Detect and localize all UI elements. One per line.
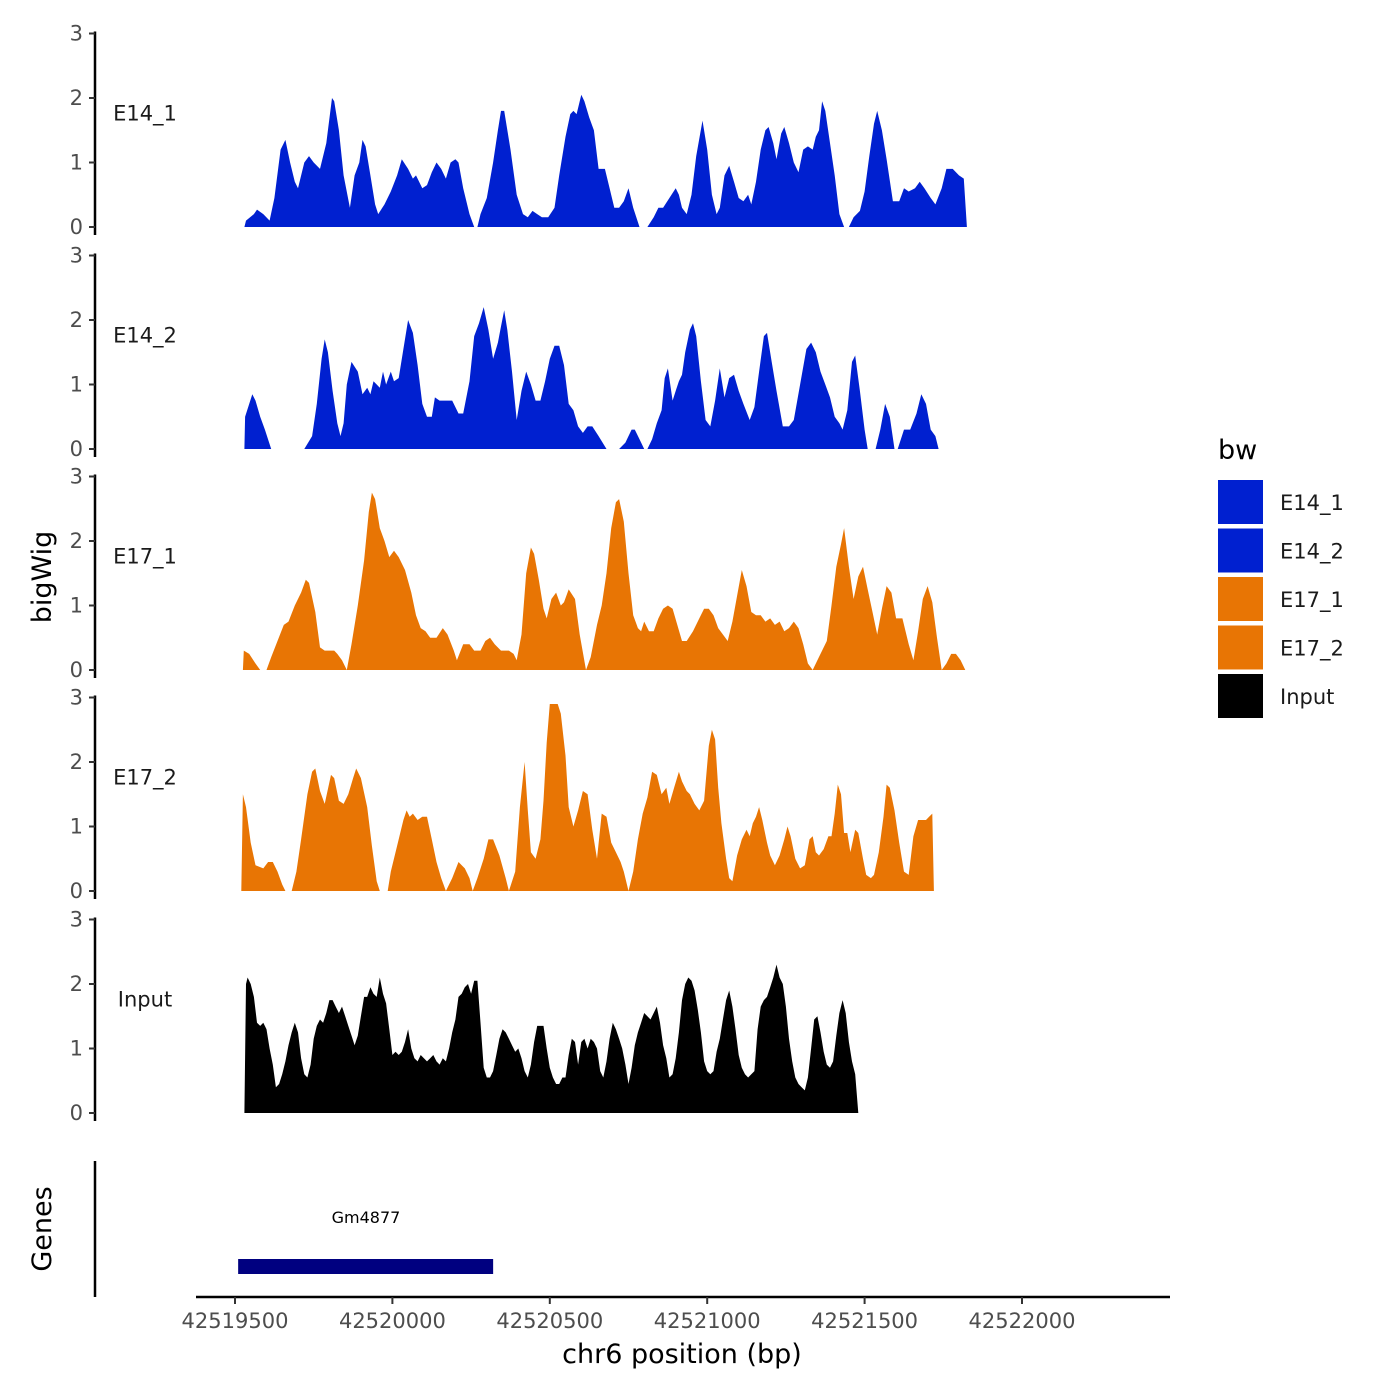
y-tick-label: 3 xyxy=(70,244,83,268)
legend-label: E17_1 xyxy=(1280,588,1344,613)
legend-item-e17-1: E17_1 xyxy=(1218,577,1344,621)
track-input: 0 1 2 3 Input xyxy=(70,908,859,1125)
y-tick-label: 0 xyxy=(70,879,83,903)
area-e17-2 xyxy=(241,704,934,891)
legend-swatch xyxy=(1218,674,1263,718)
y-tick-label: 0 xyxy=(70,658,83,682)
y-tick-label: 2 xyxy=(70,972,83,996)
track-e14-1: 0 1 2 3 E14_1 xyxy=(70,22,967,239)
legend-swatch xyxy=(1218,577,1263,621)
legend-swatch xyxy=(1218,528,1263,573)
y-tick-label: 3 xyxy=(70,22,83,46)
genes-track: Gm4877 xyxy=(93,1161,494,1297)
x-tick-label: 42520500 xyxy=(496,1309,603,1333)
track-label: E14_1 xyxy=(113,102,177,127)
legend-label: E14_2 xyxy=(1280,540,1344,565)
y-tick-label: 0 xyxy=(70,1101,83,1125)
y-tick-label: 1 xyxy=(70,373,83,397)
x-axis: 42519500 42520000 42520500 42521000 42521500… xyxy=(182,1295,1170,1333)
area-e14-2 xyxy=(244,307,939,449)
legend-label: Input xyxy=(1280,685,1334,709)
legend-title: bw xyxy=(1218,435,1257,466)
track-e14-2: 0 1 2 3 E14_2 xyxy=(70,244,939,461)
legend-swatch xyxy=(1218,625,1263,670)
x-tick-label: 42521000 xyxy=(654,1309,761,1333)
y-tick-label: 2 xyxy=(70,86,83,110)
y-tick-label: 1 xyxy=(70,594,83,618)
x-axis-title: chr6 position (bp) xyxy=(562,1339,802,1370)
legend-swatch xyxy=(1218,480,1263,524)
y-tick-label: 3 xyxy=(70,465,83,489)
x-tick-label: 42522000 xyxy=(969,1309,1076,1333)
genes-axis-title: Genes xyxy=(27,1186,58,1271)
y-tick-label: 2 xyxy=(70,529,83,553)
y-tick-label: 0 xyxy=(70,215,83,239)
y-tick-label: 1 xyxy=(70,151,83,175)
legend-item-e17-2: E17_2 xyxy=(1218,625,1344,670)
track-label: E17_1 xyxy=(113,545,177,570)
area-e17-1 xyxy=(242,492,966,670)
track-label: Input xyxy=(118,988,172,1012)
y-axis-title: bigWig xyxy=(27,531,58,624)
y-tick-label: 1 xyxy=(70,1037,83,1061)
track-e17-2: 0 1 2 3 E17_2 xyxy=(70,686,934,903)
legend-label: E17_2 xyxy=(1280,637,1344,662)
gene-label: Gm4877 xyxy=(332,1208,401,1227)
y-tick-label: 2 xyxy=(70,750,83,774)
legend-item-e14-1: E14_1 xyxy=(1218,480,1344,524)
track-label: E14_2 xyxy=(113,324,177,349)
legend: bw E14_1 E14_2 E17_1 E17_2 Input xyxy=(1218,435,1344,718)
y-tick-label: 3 xyxy=(70,908,83,932)
x-tick-label: 42520000 xyxy=(339,1309,446,1333)
y-tick-label: 2 xyxy=(70,308,83,332)
legend-item-input: Input xyxy=(1218,674,1334,718)
x-tick-label: 42519500 xyxy=(182,1309,289,1333)
track-e17-1: 0 1 2 3 E17_1 xyxy=(70,465,966,682)
bigwig-tracks: 0 1 2 3 E14_1 0 1 2 3 E14_2 0 1 2 3 E17_1 0 1 2 3 E17_2 0 1 2 3… xyxy=(70,22,967,1125)
y-tick-label: 0 xyxy=(70,437,83,461)
area-input xyxy=(244,964,859,1113)
area-e14-1 xyxy=(244,94,967,227)
y-tick-label: 1 xyxy=(70,815,83,839)
gene-bar xyxy=(238,1259,494,1274)
x-tick-label: 42521500 xyxy=(811,1309,918,1333)
legend-item-e14-2: E14_2 xyxy=(1218,528,1344,573)
y-tick-label: 3 xyxy=(70,686,83,710)
track-label: E17_2 xyxy=(113,766,177,791)
legend-label: E14_1 xyxy=(1280,491,1344,516)
